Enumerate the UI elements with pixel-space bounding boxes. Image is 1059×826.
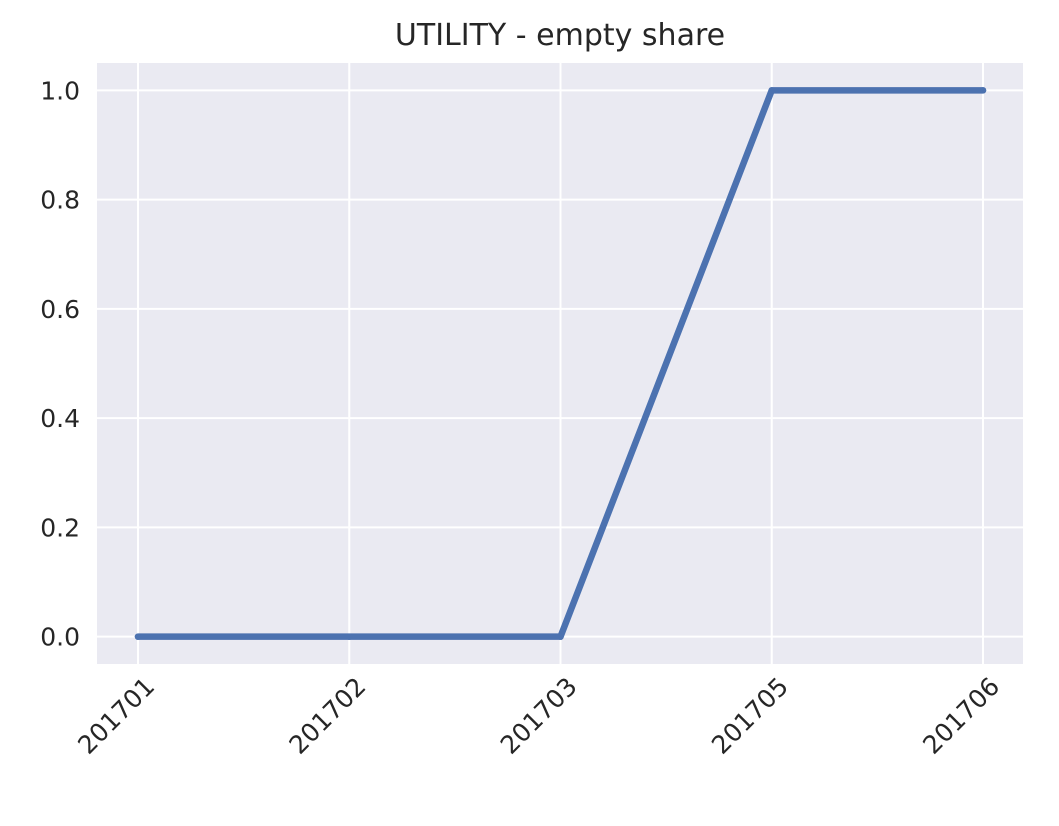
y-tick-label: 0.6 (40, 295, 80, 324)
data-point (768, 87, 775, 94)
grid-lines (97, 63, 1023, 664)
x-axis-ticks: 201701 201702 201703 201705 201706 (72, 672, 1005, 760)
data-point (346, 633, 353, 640)
x-tick-label: 201703 (495, 672, 583, 760)
series-layer (134, 87, 987, 640)
y-tick-label: 0.2 (40, 513, 80, 542)
y-tick-label: 0.4 (40, 404, 80, 433)
chart-title: UTILITY - empty share (395, 18, 725, 53)
x-tick-label: 201706 (917, 672, 1005, 760)
y-tick-label: 1.0 (40, 76, 80, 105)
y-axis-ticks: 0.0 0.2 0.4 0.6 0.8 1.0 (40, 76, 80, 651)
data-point (134, 633, 142, 640)
y-tick-label: 0.8 (40, 186, 80, 215)
x-tick-label: 201702 (284, 672, 372, 760)
data-point (979, 87, 987, 94)
data-point (557, 633, 564, 640)
x-tick-label: 201701 (72, 672, 160, 760)
y-tick-label: 0.0 (40, 623, 80, 652)
x-tick-label: 201705 (706, 672, 794, 760)
